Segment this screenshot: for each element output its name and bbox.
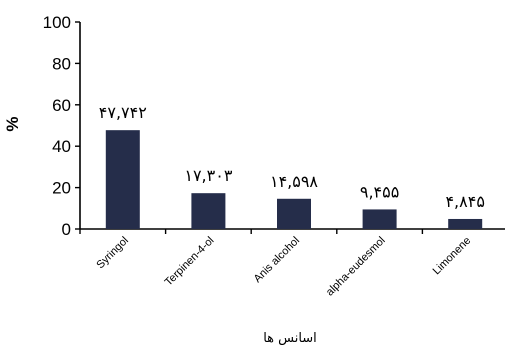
y-tick-label: 40 xyxy=(52,137,71,156)
x-tick-label: Syringol xyxy=(94,235,131,272)
chart-bars xyxy=(105,130,483,229)
y-tick-label: 80 xyxy=(52,54,71,73)
x-tick-label: alpha-eudesmol xyxy=(324,235,388,299)
chart-axes: 0 20 40 60 80 100 xyxy=(43,13,505,239)
x-tick-label: Terpinen-4-ol xyxy=(163,235,217,289)
data-label: ۴۷,۷۴۲ xyxy=(99,103,147,122)
data-label: ۱۴,۵۹۸ xyxy=(270,172,318,191)
y-tick-label: 100 xyxy=(43,13,71,32)
bar xyxy=(277,198,311,229)
y-tick-label: 60 xyxy=(52,96,71,115)
bar xyxy=(105,130,140,229)
x-tick-label: Anis alcohol xyxy=(252,235,302,285)
y-tick-label: 0 xyxy=(62,220,71,239)
y-tick-label: 20 xyxy=(52,179,71,198)
bar xyxy=(362,209,397,229)
bar xyxy=(191,193,226,229)
x-axis-title: اسانس ها xyxy=(263,331,317,346)
x-tick-label: Limonene xyxy=(431,235,474,278)
data-label: ۹,۴۵۵ xyxy=(360,182,399,201)
data-label: ۴,۸۴۵ xyxy=(445,192,484,211)
y-axis-title: % xyxy=(3,116,22,131)
bar xyxy=(448,218,483,229)
data-label: ۱۷,۳۰۳ xyxy=(184,166,232,185)
